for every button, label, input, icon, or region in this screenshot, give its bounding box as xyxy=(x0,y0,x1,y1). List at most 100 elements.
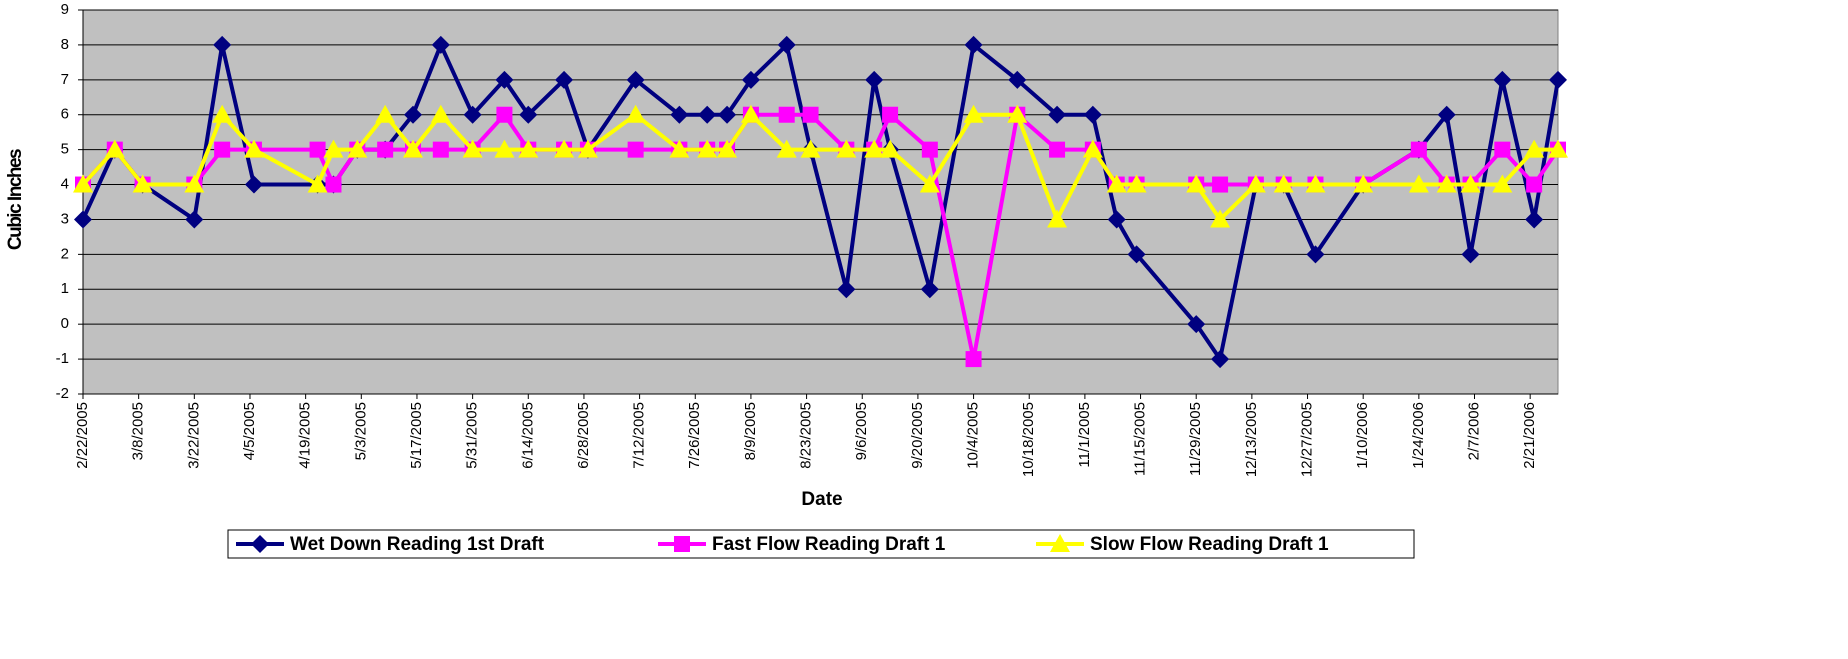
x-tick-label: 11/29/2005 xyxy=(1187,402,1204,476)
marker xyxy=(1049,141,1066,158)
legend-box xyxy=(227,529,1415,559)
x-tick-label: 8/23/2005 xyxy=(798,402,815,469)
x-tick-label: 5/31/2005 xyxy=(464,402,481,469)
marker xyxy=(1305,174,1326,193)
marker xyxy=(495,70,514,89)
x-tick-label: 3/22/2005 xyxy=(185,402,202,469)
marker xyxy=(74,210,92,229)
x-tick-label: 8/9/2005 xyxy=(742,402,759,460)
marker xyxy=(496,106,513,123)
x-tick-label: 12/13/2005 xyxy=(1243,402,1260,477)
marker xyxy=(1047,209,1068,228)
x-tick-label: 4/19/2005 xyxy=(297,402,314,469)
marker xyxy=(212,104,233,123)
marker xyxy=(919,174,940,193)
marker xyxy=(837,280,856,299)
marker xyxy=(627,141,644,158)
marker xyxy=(1408,174,1429,193)
plot-background xyxy=(82,9,1559,395)
y-tick-label: 5 xyxy=(61,141,69,158)
x-tick-label: 4/5/2005 xyxy=(241,402,258,460)
marker xyxy=(1008,70,1027,89)
marker xyxy=(104,139,125,158)
x-tick-label: 2/22/2005 xyxy=(74,402,91,469)
marker xyxy=(670,105,689,124)
marker xyxy=(431,35,450,54)
marker xyxy=(494,139,515,158)
x-tick-label: 6/28/2005 xyxy=(575,402,592,469)
marker xyxy=(184,174,205,193)
x-tick-label: 1/24/2006 xyxy=(1410,402,1427,469)
marker xyxy=(243,139,264,158)
marker xyxy=(1106,174,1127,193)
marker xyxy=(555,70,574,89)
marker xyxy=(1273,174,1294,193)
marker xyxy=(244,175,263,194)
marker xyxy=(741,70,760,89)
marker xyxy=(965,351,982,368)
marker xyxy=(1007,104,1028,123)
marker xyxy=(518,139,539,158)
x-tick-label: 2/21/2006 xyxy=(1521,402,1538,469)
marker xyxy=(1083,105,1102,124)
marker xyxy=(132,174,153,193)
marker xyxy=(402,139,423,158)
marker xyxy=(1126,174,1147,193)
marker xyxy=(1492,174,1513,193)
y-tick-label: 2 xyxy=(61,245,69,262)
marker xyxy=(1460,174,1481,193)
x-tick-label: 12/27/2005 xyxy=(1298,402,1315,477)
marker xyxy=(432,141,449,158)
marker xyxy=(740,104,761,123)
marker xyxy=(1050,534,1070,552)
marker xyxy=(1436,174,1457,193)
x-tick-label: 10/18/2005 xyxy=(1020,402,1037,477)
marker xyxy=(1210,209,1231,228)
marker xyxy=(669,139,690,158)
marker xyxy=(1186,174,1207,193)
y-tick-label: 7 xyxy=(61,71,69,88)
marker xyxy=(674,536,690,552)
marker xyxy=(697,139,718,158)
marker xyxy=(1494,141,1511,158)
y-tick-label: 6 xyxy=(61,106,69,123)
marker xyxy=(836,139,857,158)
marker xyxy=(347,139,368,158)
marker xyxy=(1525,210,1544,229)
marker xyxy=(1548,139,1568,158)
marker xyxy=(1461,245,1480,264)
legend-label: Wet Down Reading 1st Draft xyxy=(290,534,545,555)
marker xyxy=(964,35,983,54)
x-tick-label: 5/3/2005 xyxy=(352,402,369,460)
marker xyxy=(717,139,738,158)
marker xyxy=(1524,139,1545,158)
x-tick-label: 2/7/2006 xyxy=(1465,402,1482,460)
x-tick-label: 7/12/2005 xyxy=(631,402,648,469)
marker xyxy=(307,174,328,193)
y-tick-label: -1 xyxy=(56,350,69,367)
marker xyxy=(865,70,884,89)
legend-label: Slow Flow Reading Draft 1 xyxy=(1090,534,1329,555)
marker xyxy=(213,35,232,54)
marker xyxy=(1549,70,1567,89)
marker xyxy=(921,141,938,158)
x-tick-label: 9/6/2005 xyxy=(853,402,870,460)
marker xyxy=(73,174,93,193)
marker xyxy=(880,139,901,158)
marker xyxy=(1107,210,1126,229)
x-tick-label: 5/17/2005 xyxy=(408,402,425,469)
marker xyxy=(323,139,344,158)
marker xyxy=(403,105,422,124)
marker xyxy=(214,141,231,158)
y-tick-label: 3 xyxy=(61,210,69,227)
x-tick-label: 9/20/2005 xyxy=(909,402,926,469)
x-tick-label: 3/8/2005 xyxy=(130,402,147,460)
marker xyxy=(1211,350,1230,369)
marker xyxy=(309,141,326,158)
marker xyxy=(251,535,269,553)
marker xyxy=(625,104,646,123)
marker xyxy=(1127,245,1146,264)
marker xyxy=(377,141,394,158)
marker xyxy=(325,176,342,193)
y-tick-label: 9 xyxy=(61,1,69,18)
